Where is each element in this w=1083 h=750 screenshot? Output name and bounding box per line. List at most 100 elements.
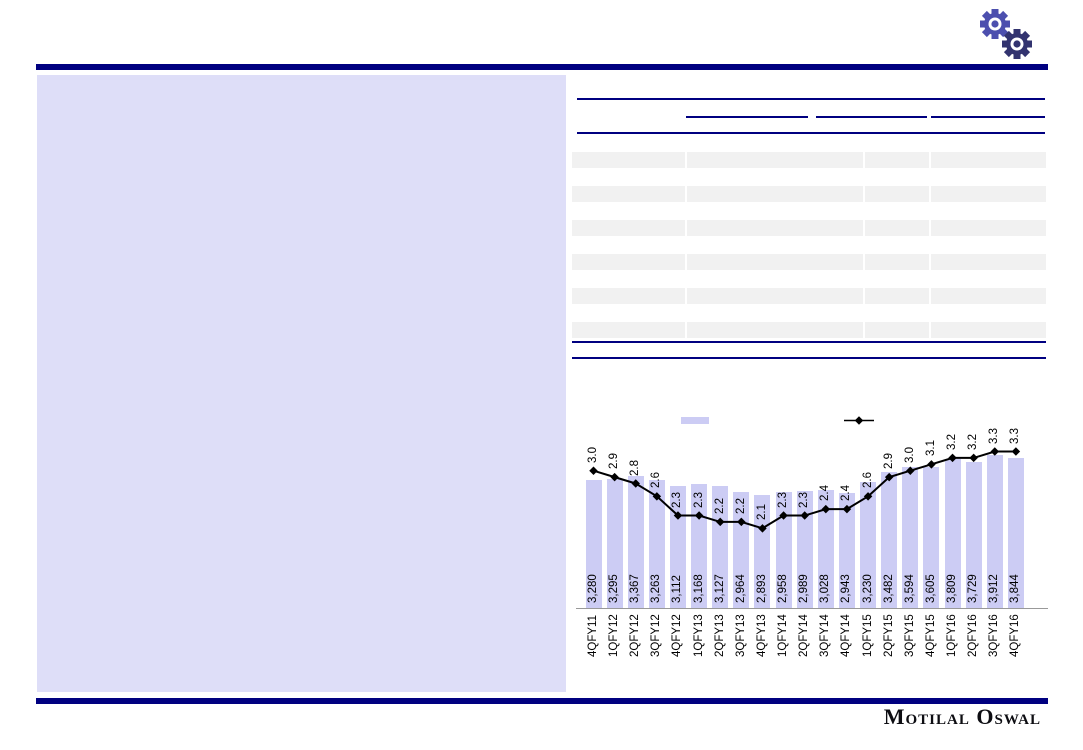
table-row-cell (931, 186, 1046, 202)
table-row-cell (687, 152, 863, 168)
bar-value-label: 3,912 (988, 574, 1001, 603)
table-row-cell (931, 152, 1046, 168)
x-axis-label: 2QFY15 (882, 614, 895, 657)
line-value-label: 3.0 (587, 446, 599, 463)
line-value-label: 2.2 (734, 497, 747, 514)
x-axis-label: 3QFY15 (903, 614, 916, 657)
bar-value-label: 3,594 (903, 574, 916, 603)
bar-value-label: 2,989 (798, 574, 811, 603)
line-value-label: 2.1 (755, 504, 768, 521)
line-value-label: 2.4 (840, 485, 853, 502)
legend-bar-swatch (681, 417, 709, 424)
x-axis-label: 3QFY16 (988, 614, 1001, 657)
line-value-label: 3.1 (924, 440, 937, 457)
table-row-cell (572, 152, 685, 168)
gear-front (1002, 29, 1032, 59)
table-row-cell (931, 220, 1046, 236)
line-value-label: 2.2 (713, 497, 726, 514)
bar-value-label: 3,482 (882, 574, 895, 603)
line-value-label: 3.2 (946, 433, 959, 450)
x-axis-label: 4QFY13 (755, 614, 768, 657)
bar-value-label: 2,943 (840, 574, 853, 603)
x-axis-label: 2QFY14 (798, 614, 811, 657)
table-row-cell (572, 322, 685, 338)
line-value-label: 2.9 (882, 453, 895, 470)
line-value-label: 2.4 (819, 485, 832, 502)
gears-icon-svg (980, 9, 1032, 59)
table-row-cell (687, 288, 863, 304)
line-value-label: 2.3 (798, 491, 811, 508)
x-axis-label: 4QFY12 (671, 614, 684, 657)
bar-value-label: 3,295 (608, 574, 621, 603)
x-axis-label: 1QFY14 (777, 614, 790, 657)
line-value-label: 2.3 (777, 491, 790, 508)
table-row-cell (572, 288, 685, 304)
line-value-label: 3.2 (967, 433, 980, 450)
table-rule (686, 116, 808, 118)
bar-value-label: 3,127 (713, 574, 726, 603)
bar-value-label: 3,112 (671, 575, 684, 603)
gears-icon (969, 4, 1045, 64)
bar-value-label: 3,729 (967, 574, 980, 603)
bar-value-label: 3,230 (861, 574, 874, 603)
content-placeholder-block (37, 75, 566, 692)
table-rule (572, 341, 1046, 343)
x-axis-label: 2QFY13 (713, 614, 726, 657)
bar-value-label: 2,893 (755, 574, 768, 603)
table-row-cell (572, 186, 685, 202)
line-value-label: 2.8 (629, 459, 642, 476)
table-row-cell (931, 322, 1046, 338)
x-axis-line (576, 608, 1048, 609)
table-row-cell (865, 220, 929, 236)
table-rule (577, 98, 1045, 100)
x-axis-label: 1QFY12 (608, 614, 621, 657)
bar-value-label: 3,367 (629, 574, 642, 603)
table-row-cell (687, 322, 863, 338)
line-value-label: 2.3 (692, 491, 705, 508)
table-rule (816, 116, 927, 118)
motilal-oswal-wordmark: Motilal Oswal (883, 704, 1041, 729)
legend-line-swatch (854, 416, 864, 425)
line-value-label: 2.6 (650, 472, 663, 489)
x-axis-label: 2QFY16 (967, 614, 980, 657)
table-rule (931, 116, 1045, 118)
bar-value-label: 3,263 (650, 574, 663, 603)
x-axis-label: 1QFY13 (692, 614, 705, 657)
x-axis-label: 1QFY15 (861, 614, 874, 657)
line-value-label: 2.6 (861, 472, 874, 489)
table-row-cell (687, 220, 863, 236)
bar-value-label: 3,809 (946, 574, 959, 603)
x-axis-label: 4QFY16 (1009, 614, 1022, 657)
bar-value-label: 3,280 (587, 574, 599, 603)
bottom-rule (36, 698, 1048, 704)
bar-value-label: 2,958 (777, 574, 790, 603)
table-row-cell (572, 254, 685, 270)
x-axis-label: 4QFY11 (587, 615, 599, 657)
table-row-cell (572, 220, 685, 236)
table-row-cell (865, 254, 929, 270)
line-value-label: 3.0 (903, 446, 916, 463)
bar-value-label: 2,964 (734, 574, 747, 603)
x-axis-label: 3QFY13 (734, 614, 747, 657)
line-value-label: 2.9 (608, 453, 621, 470)
x-axis-label: 1QFY16 (946, 614, 959, 657)
line-value-label: 2.3 (671, 491, 684, 508)
line-value-label: 3.3 (1009, 427, 1022, 444)
table-row-cell (865, 322, 929, 338)
table-row-cell (687, 186, 863, 202)
line-value-label: 3.3 (988, 427, 1001, 444)
top-rule (36, 64, 1048, 70)
gear-back (980, 9, 1010, 39)
x-axis-label: 2QFY12 (629, 614, 642, 657)
x-axis-label: 4QFY14 (840, 614, 853, 657)
x-axis-label: 3QFY12 (650, 614, 663, 657)
table-row-cell (931, 254, 1046, 270)
x-axis-label: 3QFY14 (819, 614, 832, 657)
table-row-cell (687, 254, 863, 270)
table-row-cell (865, 186, 929, 202)
table-rule (577, 132, 1045, 134)
bar-value-label: 3,028 (819, 574, 832, 603)
bar-value-label: 3,168 (692, 574, 705, 603)
table-rule (572, 357, 1046, 359)
